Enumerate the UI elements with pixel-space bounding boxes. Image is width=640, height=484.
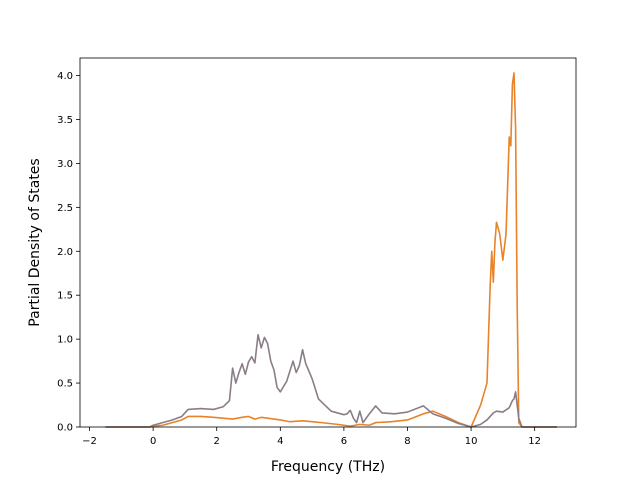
x-tick-label: 8 (404, 436, 410, 447)
y-tick-label: 3.5 (57, 115, 73, 126)
y-tick-label: 0.5 (57, 379, 73, 390)
y-tick-label: 2.0 (57, 247, 73, 258)
y-tick-label: 1.5 (57, 291, 73, 302)
x-tick-label: 12 (528, 436, 541, 447)
x-tick-label: −2 (82, 436, 97, 447)
x-tick-label: 0 (150, 436, 156, 447)
y-tick-label: 3.0 (57, 159, 73, 170)
y-axis-label: Partial Density of States (27, 158, 43, 326)
x-axis-label: Frequency (THz) (271, 459, 385, 475)
y-axis: 0.0 0.5 1.0 1.5 2.0 2.5 3.0 3.5 4.0 (57, 71, 80, 434)
y-tick-label: 1.0 (57, 335, 73, 346)
x-tick-label: 6 (341, 436, 347, 447)
series-line-1 (105, 72, 557, 428)
x-tick-label: 4 (277, 436, 283, 447)
series-line-2 (105, 333, 557, 428)
x-tick-label: 2 (214, 436, 220, 447)
x-axis: −2 0 2 4 6 8 10 12 (82, 427, 541, 447)
series-layer (105, 72, 557, 428)
y-tick-label: 0.0 (57, 423, 73, 434)
plot-area-frame (79, 57, 577, 428)
y-tick-label: 4.0 (57, 71, 73, 82)
y-tick-label: 2.5 (57, 203, 73, 214)
x-tick-label: 10 (465, 436, 478, 447)
